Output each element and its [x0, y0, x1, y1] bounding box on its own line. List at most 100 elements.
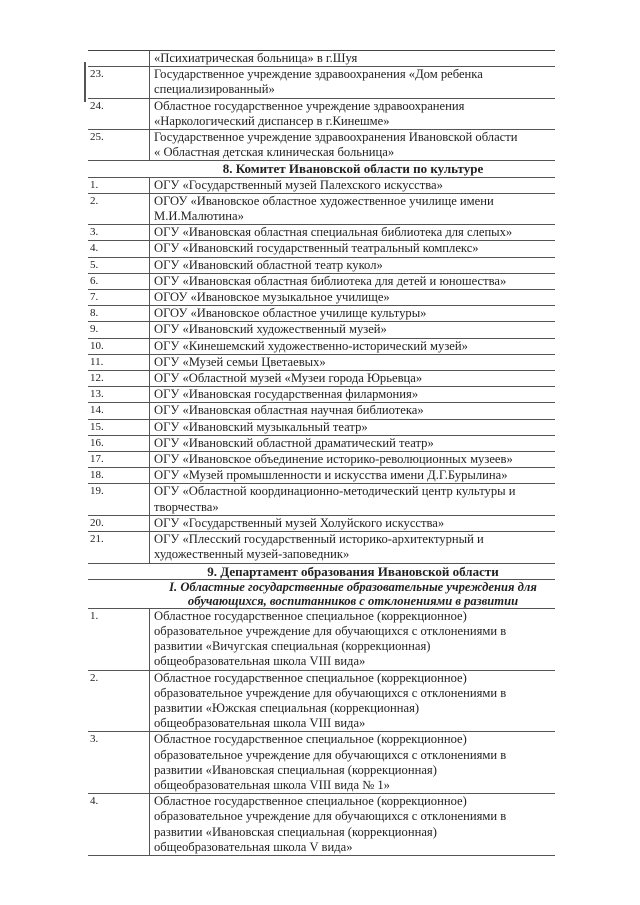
- table-row: 4. Областное государственное специальное …: [88, 794, 555, 856]
- text-line: ОГУ «Музей семьи Цветаевых»: [154, 354, 326, 369]
- text-line: ОГУ «Областной музей «Музеи города Юрьев…: [154, 371, 423, 386]
- row-number: 1.: [88, 608, 150, 670]
- section-header-row: 9. Департамент образования Ивановской об…: [88, 564, 555, 580]
- row-text: ОГУ «Ивановский художественный музей»: [150, 322, 555, 337]
- row-number: 15.: [88, 419, 150, 435]
- row-number: 23.: [88, 67, 150, 98]
- row-text: ОГУ «Ивановское объединение историко-рев…: [150, 452, 555, 467]
- text-line: 8. Комитет Ивановской области по культур…: [222, 161, 484, 177]
- section-header-row: 8. Комитет Ивановской области по культур…: [88, 161, 555, 178]
- row-number: 25.: [88, 130, 150, 161]
- row-number: 10.: [88, 338, 150, 354]
- table-row: 5. ОГУ «Ивановский областной театр кукол»: [88, 257, 555, 274]
- row-number: 11.: [88, 354, 150, 371]
- row-text: Областное государственное специальное (к…: [150, 794, 555, 855]
- row-number: 3.: [88, 225, 150, 241]
- table-row: 2. ОГОУ «Ивановское областное художествен…: [88, 193, 555, 226]
- text-line: ОГУ «Кинешемский художественно-историчес…: [154, 338, 468, 353]
- row-text: 8. Комитет Ивановской области по культур…: [150, 161, 555, 176]
- row-number: 2.: [88, 193, 150, 225]
- text-line: ОГУ «Ивановский областной драматический …: [154, 435, 434, 450]
- text-line: ОГУ «Ивановский государственный театраль…: [154, 241, 479, 256]
- row-text: Областное государственное специальное (к…: [150, 671, 555, 732]
- row-number: 4.: [88, 794, 150, 855]
- table-row: 14. ОГУ «Ивановская областная научная биб…: [88, 403, 555, 420]
- row-text: I. Областные государственные образовател…: [150, 580, 555, 608]
- row-number: 4.: [88, 241, 150, 257]
- row-text: Областное государственное учреждение здр…: [150, 99, 555, 129]
- row-text: Областное государственное специальное (к…: [150, 609, 555, 670]
- subsection-header-row: I. Областные государственные образовател…: [88, 580, 555, 609]
- text-line: развитии «Южская специальная (коррекцион…: [154, 700, 420, 715]
- row-number: 24.: [88, 98, 150, 130]
- table-row: 24. Областное государственное учреждение …: [88, 98, 555, 131]
- text-line: ОГОУ «Ивановское областное училище культ…: [154, 306, 427, 321]
- text-line: развитии «Ивановская специальная (коррек…: [154, 762, 437, 777]
- table-row: 18. ОГУ «Музей промышленности и искусства…: [88, 468, 555, 485]
- row-text: ОГОУ «Ивановское областное художественно…: [150, 194, 555, 224]
- row-number: [88, 564, 150, 579]
- row-text: ОГУ «Ивановская областная специальная би…: [150, 225, 555, 240]
- text-line: ОГУ «Ивановский художественный музей»: [154, 322, 387, 337]
- table-row: 21. ОГУ «Плесский государственный историк…: [88, 532, 555, 564]
- table-row: 1. Областное государственное специальное…: [88, 608, 555, 671]
- text-line: образовательное учреждение для обучающих…: [154, 747, 507, 762]
- row-text: ОГУ «Ивановская областная библиотека для…: [150, 274, 555, 289]
- text-line: развитии «Вичугская специальная (коррекц…: [154, 639, 431, 654]
- text-line: Областное государственное учреждение здр…: [154, 98, 465, 113]
- text-line: специализированный»: [154, 82, 275, 97]
- table-row: 11. ОГУ «Музей семьи Цветаевых»: [88, 354, 555, 372]
- table-row: 6. ОГУ «Ивановская областная библиотека д…: [88, 273, 555, 291]
- row-text: «Психиатрическая больница» в г.Шуя: [150, 51, 555, 66]
- row-number: 2.: [88, 670, 150, 732]
- row-number: [88, 161, 150, 176]
- text-line: творчества»: [154, 499, 219, 514]
- row-number: 8.: [88, 306, 150, 322]
- table-row: 4. ОГУ «Ивановский государственный театра…: [88, 241, 555, 258]
- row-text: ОГУ «Областной координационно-методическ…: [150, 484, 555, 514]
- row-text: ОГУ «Государственный музей Палехского ис…: [150, 178, 555, 193]
- row-text: ОГОУ «Ивановское областное училище культ…: [150, 306, 555, 321]
- row-text: 9. Департамент образования Ивановской об…: [150, 564, 555, 579]
- text-line: Областное государственное специальное (к…: [154, 608, 467, 623]
- row-number: 3.: [88, 732, 150, 794]
- table-row: 1. ОГУ «Государственный музей Палехского …: [88, 177, 555, 194]
- table-row: 3. ОГУ «Ивановская областная специальная …: [88, 225, 555, 242]
- table-row: «Психиатрическая больница» в г.Шуя: [88, 51, 555, 68]
- text-line: ОГУ «Музей промышленности и искусства им…: [154, 468, 508, 483]
- row-number: 6.: [88, 273, 150, 290]
- text-line: ОГОУ «Ивановское областное художественно…: [154, 193, 494, 208]
- text-line: общеобразовательная школа V вида»: [154, 839, 353, 854]
- row-number: 5.: [88, 257, 150, 273]
- table-row: 16. ОГУ «Ивановский областной драматическ…: [88, 435, 555, 453]
- text-line: «Психиатрическая больница» в г.Шуя: [154, 51, 358, 65]
- row-text: ОГУ «Ивановский музыкальный театр»: [150, 420, 555, 435]
- row-text: ОГУ «Государственный музей Холуйского ис…: [150, 516, 555, 531]
- text-line: общеобразовательная школа VIII вида»: [154, 716, 366, 731]
- row-number: 1.: [88, 177, 150, 193]
- row-number: 13.: [88, 387, 150, 403]
- row-number: [88, 51, 150, 67]
- row-number: 17.: [88, 452, 150, 468]
- text-line: « Областная детская клиническая больница…: [154, 145, 395, 160]
- table-row: 7. ОГОУ «Ивановское музыкальное училище»: [88, 290, 555, 307]
- text-line: Областное государственное специальное (к…: [154, 794, 467, 809]
- text-line: Государственное учреждение здравоохранен…: [154, 130, 518, 145]
- text-line: общеобразовательная школа VIII вида № 1»: [154, 777, 390, 792]
- row-text: Областное государственное специальное (к…: [150, 732, 555, 793]
- text-line: обучающихся, воспитанников с отклонениям…: [187, 593, 519, 608]
- table-row: 17. ОГУ «Ивановское объединение историко-…: [88, 452, 555, 469]
- row-number: 7.: [88, 290, 150, 306]
- text-line: ОГОУ «Ивановское музыкальное училище»: [154, 290, 390, 305]
- row-text: ОГУ «Ивановский областной театр кукол»: [150, 258, 555, 273]
- text-line: художественный музей-заповедник»: [154, 547, 350, 562]
- row-text: ОГУ «Музей семьи Цветаевых»: [150, 355, 555, 370]
- text-line: общеобразовательная школа VIII вида»: [154, 654, 366, 669]
- text-line: Областное государственное специальное (к…: [154, 732, 467, 747]
- row-number: 18.: [88, 468, 150, 484]
- text-line: 9. Департамент образования Ивановской об…: [207, 563, 499, 579]
- row-text: ОГУ «Ивановская государственная филармон…: [150, 387, 555, 402]
- row-text: Государственное учреждение здравоохранен…: [150, 130, 555, 160]
- table-row: 15. ОГУ «Ивановский музыкальный театр»: [88, 419, 555, 436]
- row-number: 12.: [88, 371, 150, 387]
